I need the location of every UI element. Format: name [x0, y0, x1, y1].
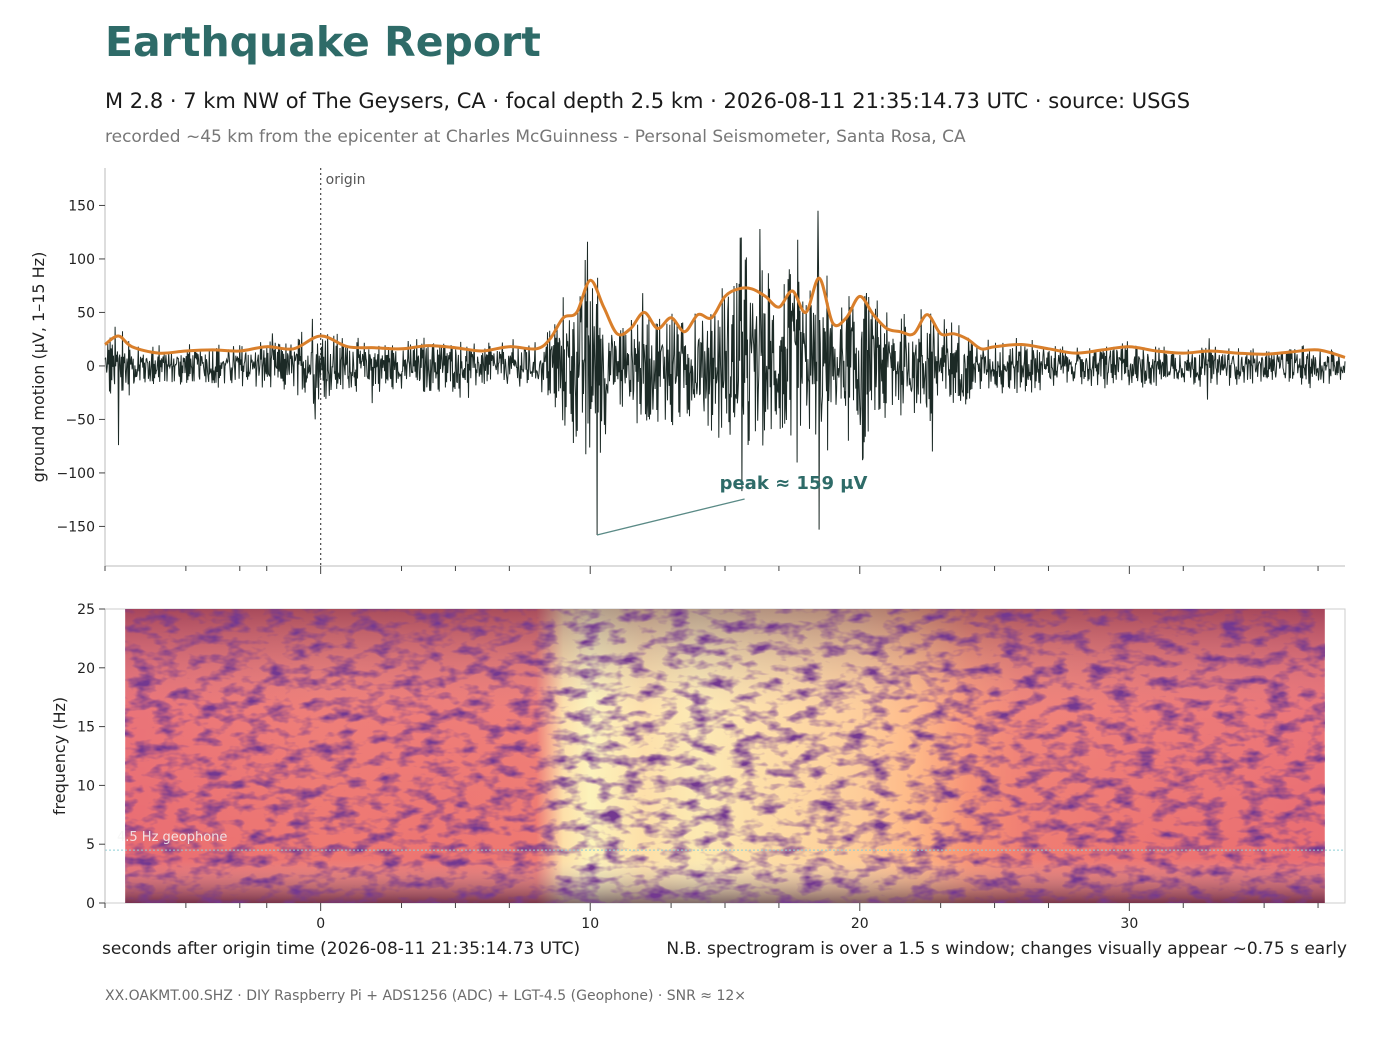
origin-marker-label: origin [326, 172, 366, 188]
spectrogram-texture [125, 609, 1325, 903]
y-tick-label: 5 [86, 837, 95, 853]
y-tick-label: 150 [68, 198, 95, 214]
y-tick-label: 0 [86, 359, 95, 375]
waveform-y-ticks: −150 −100 −50 0 50 100 150 [57, 198, 105, 535]
spectrogram-panel: 4.5 Hz geophone 0 5 10 15 20 25 0 10 20 30 frequ… [50, 602, 1347, 959]
station-line: recorded ~45 km from the epicenter at Ch… [105, 127, 966, 147]
spectrogram-y-ticks: 0 5 10 15 20 25 [77, 602, 105, 912]
y-tick-label: 10 [77, 778, 95, 794]
y-tick-label: −50 [65, 412, 95, 428]
y-tick-label: 20 [77, 661, 95, 677]
y-tick-label: 0 [86, 896, 95, 912]
waveform-trace [104, 210, 1346, 536]
waveform-x-ticks [104, 566, 1319, 574]
peak-annotation-leader [596, 498, 745, 536]
report-title: Earthquake Report [105, 18, 541, 66]
x-axis-label: seconds after origin time (2026-08-11 21… [102, 939, 580, 959]
y-tick-label: 25 [77, 602, 95, 618]
y-tick-label: 15 [77, 720, 95, 736]
spectrogram-x-ticks: 0 10 20 30 [104, 903, 1319, 932]
x-tick-label: 20 [851, 916, 869, 932]
event-summary: M 2.8 · 7 km NW of The Geysers, CA · foc… [105, 89, 1191, 113]
envelope-line [104, 276, 1346, 359]
footer-station-info: XX.OAKMT.00.SHZ · DIY Raspberry Pi + ADS… [105, 988, 747, 1004]
x-tick-label: 30 [1120, 916, 1138, 932]
geophone-label: 4.5 Hz geophone [117, 830, 227, 845]
spectrogram-y-label: frequency (Hz) [50, 697, 69, 815]
y-tick-label: 100 [68, 252, 95, 268]
peak-annotation: peak ≈ 159 μV [720, 473, 868, 494]
spectrogram-note: N.B. spectrogram is over a 1.5 s window;… [666, 939, 1347, 959]
x-tick-label: 0 [316, 916, 325, 932]
x-tick-label: 10 [581, 916, 599, 932]
y-tick-label: −100 [57, 466, 95, 482]
y-tick-label: 50 [77, 305, 95, 321]
y-tick-label: −150 [57, 519, 95, 535]
waveform-panel: −150 −100 −50 0 50 100 150 ground motion (μV, … [29, 168, 1346, 574]
waveform-y-label: ground motion (μV, 1–15 Hz) [29, 252, 48, 483]
